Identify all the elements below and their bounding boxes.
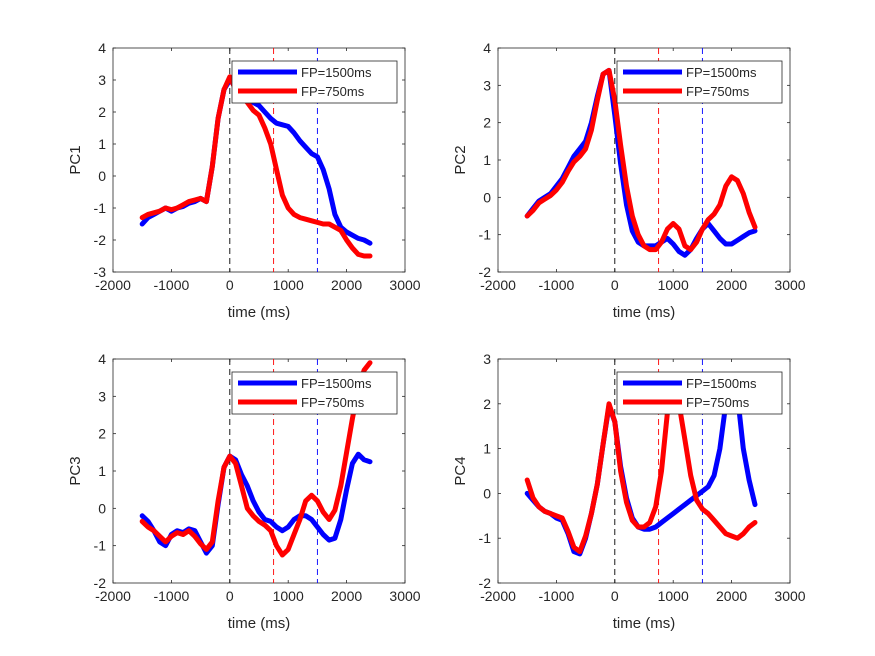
x-axis-label: time (ms) — [613, 304, 676, 321]
y-tick-label: -1 — [479, 530, 492, 546]
x-tick-label: -2000 — [480, 588, 516, 604]
y-tick-label: 2 — [483, 396, 491, 412]
y-axis-label: PC3 — [67, 456, 84, 485]
x-tick-label: 0 — [611, 588, 619, 604]
y-tick-label: -2 — [479, 264, 492, 280]
y-tick-label: 3 — [98, 72, 106, 88]
legend: FP=1500ms FP=750ms — [231, 371, 398, 415]
legend-entry-label: FP=750ms — [301, 84, 365, 99]
y-tick-label: 4 — [483, 40, 491, 56]
y-tick-label: 3 — [98, 388, 106, 404]
subplot-pc1: -2000 -1000 0 1000 2000 3000 -3 -2 -1 0 1 2 3 4 time (… — [67, 40, 421, 321]
legend-entry-label: FP=1500ms — [686, 65, 757, 80]
legend-box — [616, 371, 783, 415]
plot-area — [139, 360, 373, 558]
y-tick-label: -1 — [479, 227, 492, 243]
x-tick-label: 0 — [611, 277, 619, 293]
x-tick-label: 2000 — [331, 588, 362, 604]
y-tick-label: 4 — [98, 351, 106, 367]
y-tick-label: 1 — [483, 441, 491, 457]
legend-box — [231, 60, 398, 104]
x-tick-label: -2000 — [95, 588, 131, 604]
series-line-fp750 — [139, 360, 373, 558]
y-axis-label: PC2 — [452, 145, 469, 174]
plot-area — [524, 378, 758, 557]
x-tick-label: -1000 — [153, 277, 189, 293]
axes-box — [497, 358, 791, 584]
y-tick-label: 4 — [98, 40, 106, 56]
y-tick-label: 0 — [98, 500, 106, 516]
y-tick-label: 3 — [483, 77, 491, 93]
x-tick-label: 3000 — [774, 588, 805, 604]
x-tick-label: 2000 — [716, 588, 747, 604]
x-tick-label: 1000 — [273, 588, 304, 604]
x-tick-label: -2000 — [480, 277, 516, 293]
x-tick-label: 0 — [226, 277, 234, 293]
x-tick-label: 1000 — [658, 588, 689, 604]
y-tick-label: 2 — [483, 115, 491, 131]
legend: FP=1500ms FP=750ms — [616, 371, 783, 415]
legend-entry-label: FP=1500ms — [686, 376, 757, 391]
y-tick-label: 3 — [483, 351, 491, 367]
y-tick-label: -1 — [94, 538, 107, 554]
series-line-fp750 — [524, 387, 758, 555]
x-tick-label: 1000 — [273, 277, 304, 293]
subplot-pc4: -2000 -1000 0 1000 2000 3000 -2 -1 0 1 2 3 time (ms)… — [452, 351, 806, 632]
x-axis-label: time (ms) — [613, 615, 676, 632]
series-line-fp750 — [139, 74, 373, 259]
x-tick-label: 1000 — [658, 277, 689, 293]
y-tick-label: 1 — [483, 152, 491, 168]
legend-entry-label: FP=750ms — [301, 395, 365, 410]
y-tick-label: 1 — [98, 463, 106, 479]
y-tick-label: -3 — [94, 264, 107, 280]
x-tick-label: 2000 — [331, 277, 362, 293]
y-tick-label: 1 — [98, 136, 106, 152]
x-tick-label: 2000 — [716, 277, 747, 293]
plot-area — [139, 74, 373, 259]
legend: FP=1500ms FP=750ms — [231, 60, 398, 104]
legend-box — [231, 371, 398, 415]
legend-entry-label: FP=1500ms — [301, 65, 372, 80]
y-tick-label: -1 — [94, 200, 107, 216]
y-tick-label: -2 — [94, 232, 107, 248]
plot-area — [524, 67, 758, 258]
legend-entry-label: FP=750ms — [686, 84, 750, 99]
x-tick-label: 3000 — [389, 277, 420, 293]
x-tick-label: 0 — [226, 588, 234, 604]
y-tick-label: 0 — [483, 485, 491, 501]
axes-box — [112, 47, 406, 273]
x-tick-label: -1000 — [153, 588, 189, 604]
y-tick-label: 2 — [98, 104, 106, 120]
legend-entry-label: FP=1500ms — [301, 376, 372, 391]
x-axis-label: time (ms) — [228, 615, 291, 632]
subplot-pc2: -2000 -1000 0 1000 2000 3000 -2 -1 0 1 2 3 4 time (ms… — [452, 40, 806, 321]
x-tick-label: -1000 — [538, 588, 574, 604]
y-tick-label: 0 — [98, 168, 106, 184]
y-tick-label: -2 — [479, 575, 492, 591]
x-tick-label: -1000 — [538, 277, 574, 293]
x-tick-label: -2000 — [95, 277, 131, 293]
y-axis-label: PC4 — [452, 456, 469, 485]
y-tick-label: 2 — [98, 426, 106, 442]
series-line-fp1500 — [139, 77, 373, 246]
x-axis-label: time (ms) — [228, 304, 291, 321]
legend-entry-label: FP=750ms — [686, 395, 750, 410]
subplot-pc3: -2000 -1000 0 1000 2000 3000 -2 -1 0 1 2 3 4 time (ms… — [67, 351, 421, 632]
legend: FP=1500ms FP=750ms — [616, 60, 783, 104]
x-tick-label: 3000 — [774, 277, 805, 293]
x-tick-label: 3000 — [389, 588, 420, 604]
y-tick-label: -2 — [94, 575, 107, 591]
y-axis-label: PC1 — [67, 145, 84, 174]
legend-box — [616, 60, 783, 104]
y-tick-label: 0 — [483, 189, 491, 205]
series-line-fp750 — [524, 67, 758, 253]
